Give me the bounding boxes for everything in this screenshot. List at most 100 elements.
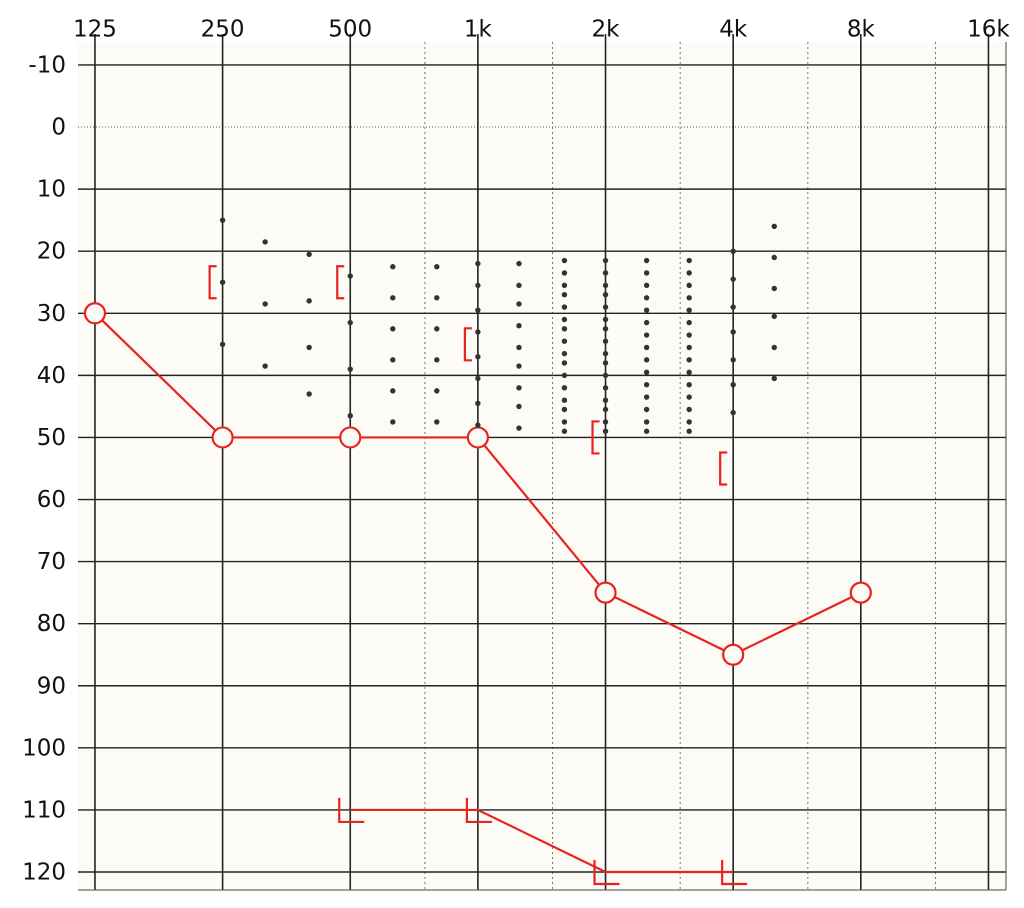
speech-dot <box>516 385 522 391</box>
speech-dot <box>347 273 353 279</box>
no-response-marker <box>338 797 365 824</box>
speech-dot <box>686 394 692 400</box>
speech-dot <box>306 298 312 304</box>
speech-dot <box>561 385 568 391</box>
speech-dot <box>602 304 609 310</box>
speech-dot <box>686 332 692 338</box>
speech-dot <box>516 425 522 431</box>
speech-dot <box>730 304 736 310</box>
air-conduction-marker <box>594 581 617 604</box>
y-tick-label: 90 <box>37 673 66 699</box>
speech-dot <box>516 323 522 329</box>
speech-dot <box>602 360 609 366</box>
speech-dot <box>347 366 353 372</box>
speech-dot <box>219 341 226 348</box>
speech-dot <box>602 428 609 434</box>
speech-dot <box>561 257 568 264</box>
speech-dot <box>475 354 481 360</box>
speech-dot <box>475 400 481 407</box>
speech-dot <box>516 260 522 267</box>
speech-dot <box>730 381 736 388</box>
speech-dot <box>686 257 692 264</box>
bone-conduction-marker <box>463 327 472 362</box>
bone-conduction-marker <box>591 420 600 455</box>
x-tick-label: 1k <box>464 17 493 43</box>
speech-dot <box>475 375 481 382</box>
speech-dot <box>516 301 522 307</box>
speech-dot <box>730 329 736 335</box>
speech-dot <box>434 357 440 363</box>
x-tick-label: 125 <box>73 17 117 43</box>
speech-dot <box>561 291 568 298</box>
y-tick-label: 60 <box>37 487 66 513</box>
speech-dot <box>434 388 440 394</box>
speech-dot <box>306 344 312 351</box>
speech-dot <box>771 285 777 292</box>
speech-dot <box>347 413 353 419</box>
speech-dot <box>643 270 650 276</box>
speech-dot <box>602 350 609 357</box>
speech-dot <box>516 363 522 369</box>
no-response-marker <box>721 859 748 886</box>
speech-dot <box>306 251 312 258</box>
speech-dot <box>219 279 226 285</box>
speech-dot <box>771 223 777 230</box>
speech-dot <box>686 319 692 326</box>
speech-dot <box>561 360 568 366</box>
speech-dot <box>602 338 609 344</box>
speech-dot <box>475 260 481 267</box>
y-tick-label: 20 <box>37 239 66 265</box>
speech-dot <box>561 350 568 357</box>
speech-dot <box>475 307 481 313</box>
speech-dot <box>561 372 568 379</box>
speech-dot <box>686 295 692 301</box>
speech-dot <box>643 406 650 413</box>
speech-dot <box>561 270 568 276</box>
x-tick-label: 250 <box>201 17 245 43</box>
speech-dot <box>602 316 609 323</box>
speech-dot <box>643 369 650 375</box>
speech-dot <box>390 295 396 301</box>
speech-dot <box>686 381 692 388</box>
air-conduction-marker <box>211 426 234 449</box>
air-conduction-marker <box>83 302 107 325</box>
speech-dot <box>771 375 777 382</box>
y-tick-label: -10 <box>28 52 66 78</box>
y-tick-label: 50 <box>37 425 66 451</box>
speech-dot <box>262 363 268 369</box>
y-tick-label: 10 <box>37 177 66 203</box>
speech-dot <box>686 419 692 425</box>
speech-dot <box>561 316 568 323</box>
speech-dot <box>561 428 568 434</box>
speech-dot <box>347 319 353 326</box>
series <box>208 265 728 486</box>
speech-dot <box>602 291 609 298</box>
speech-dot <box>686 270 692 276</box>
bone-conduction-marker <box>208 265 217 300</box>
speech-dot <box>602 372 609 379</box>
speech-dot <box>434 264 440 270</box>
speech-dot <box>686 357 692 363</box>
speech-dot <box>434 295 440 301</box>
speech-dot <box>561 338 568 344</box>
speech-dot <box>643 307 650 313</box>
speech-dot <box>262 239 268 245</box>
speech-dot <box>475 329 481 335</box>
speech-dot <box>390 388 396 394</box>
y-tick-label: 0 <box>51 115 66 141</box>
speech-dot <box>730 409 736 416</box>
speech-dot <box>686 406 692 413</box>
speech-dot <box>686 282 692 289</box>
speech-dot <box>771 254 777 261</box>
series-line <box>350 808 734 874</box>
bone-conduction-marker <box>336 265 345 300</box>
speech-dot <box>434 419 440 425</box>
x-tick-label: 8k <box>847 17 876 43</box>
speech-dot <box>561 326 568 332</box>
speech-dot <box>602 270 609 276</box>
y-tick-label: 40 <box>37 363 66 389</box>
speech-dot <box>643 319 650 326</box>
speech-dot <box>516 282 522 289</box>
speech-dot <box>730 276 736 282</box>
